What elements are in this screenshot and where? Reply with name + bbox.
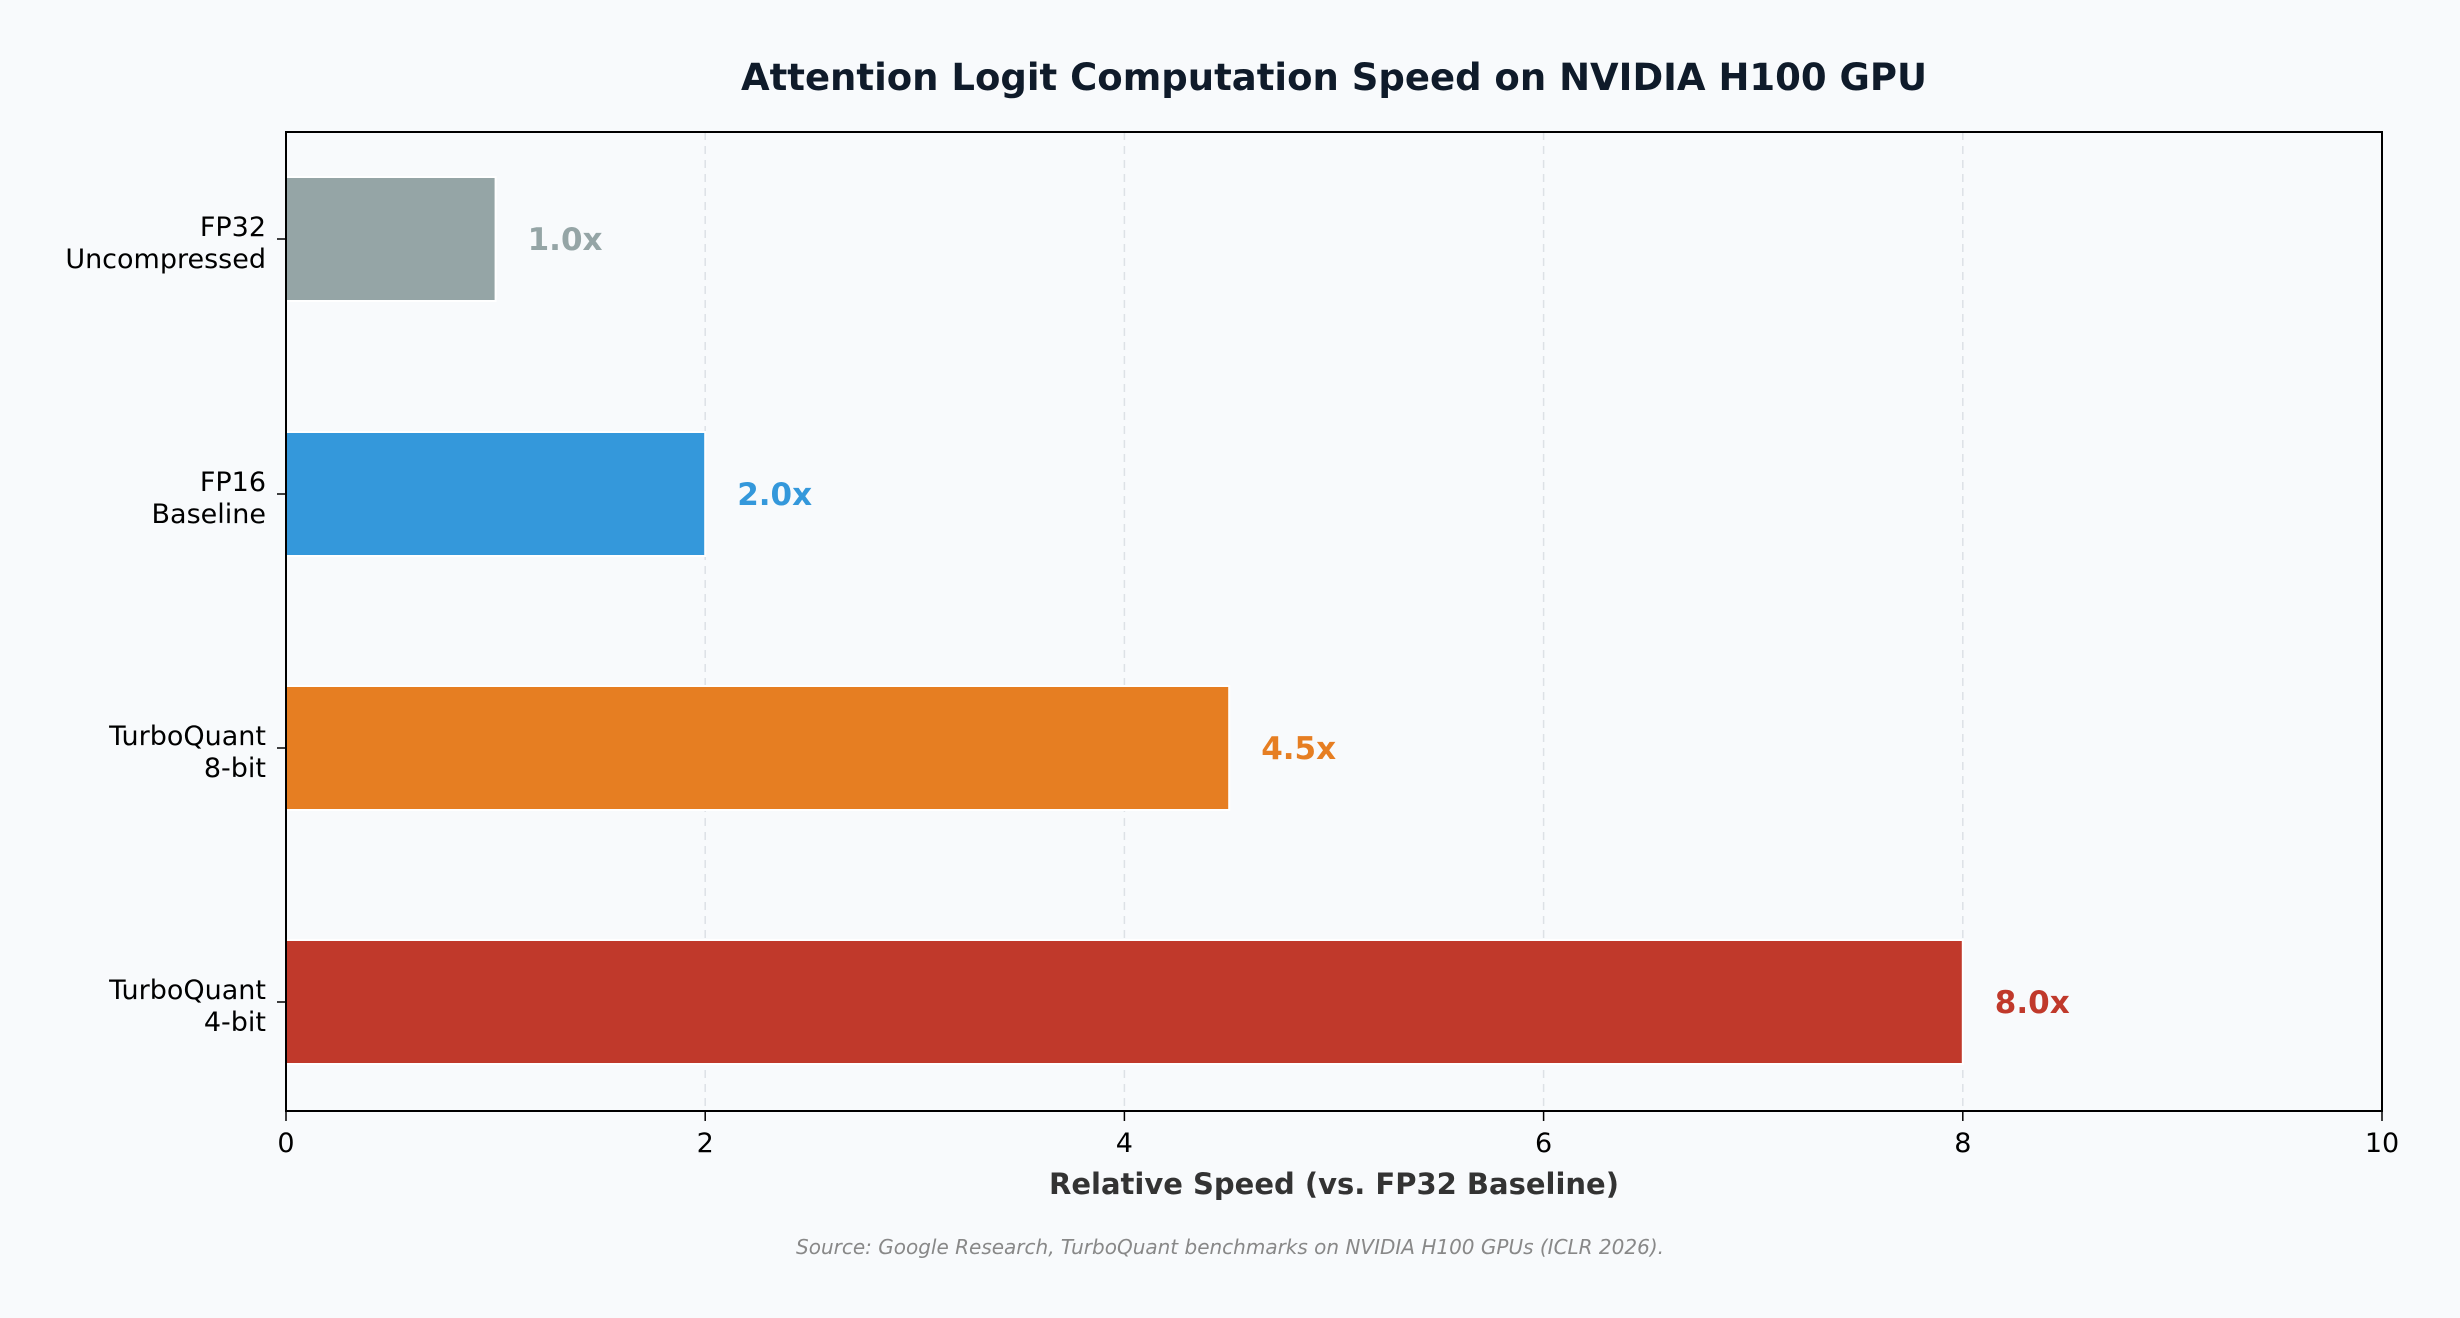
chart-title: Attention Logit Computation Speed on NVI… bbox=[741, 56, 1927, 99]
data-label: 1.0x bbox=[528, 222, 603, 258]
x-tick-label: 0 bbox=[277, 1128, 294, 1159]
x-tick-label: 8 bbox=[1954, 1128, 1971, 1159]
plot-frame bbox=[285, 131, 2383, 1112]
y-tick-label-line: TurboQuant bbox=[108, 975, 266, 1006]
x-tick-label: 10 bbox=[2365, 1128, 2399, 1159]
y-tick-label-line: FP16 bbox=[200, 467, 266, 498]
data-label: 4.5x bbox=[1261, 731, 1336, 767]
y-tick-label: TurboQuant 4-bit bbox=[108, 975, 266, 1038]
x-axis-label: Relative Speed (vs. FP32 Baseline) bbox=[1049, 1167, 1619, 1201]
data-label: 2.0x bbox=[737, 477, 812, 513]
bar-4 bbox=[285, 939, 1964, 1065]
y-tick-label-line: 4-bit bbox=[204, 1007, 266, 1038]
data-label: 8.0x bbox=[1995, 985, 2070, 1021]
y-tick-label-line: Baseline bbox=[152, 499, 266, 530]
y-tick-label: FP32 Uncompressed bbox=[65, 212, 266, 275]
bar-3 bbox=[285, 685, 1231, 811]
y-tick-label-line: TurboQuant bbox=[108, 721, 266, 752]
y-tick-label-line: FP32 bbox=[200, 212, 266, 243]
x-tick-label: 6 bbox=[1535, 1128, 1552, 1159]
y-tick-label-line: 8-bit bbox=[204, 753, 266, 784]
source-note: Source: Google Research, TurboQuant benc… bbox=[796, 1235, 1664, 1259]
x-tick-label: 4 bbox=[1116, 1128, 1133, 1159]
y-tick-label: FP16 Baseline bbox=[152, 467, 266, 530]
y-tick-label: TurboQuant 8-bit bbox=[108, 721, 266, 784]
bar-1 bbox=[285, 176, 497, 302]
y-tick-label-line: Uncompressed bbox=[65, 244, 266, 275]
bar-2 bbox=[285, 431, 707, 557]
x-tick-label: 2 bbox=[697, 1128, 714, 1159]
